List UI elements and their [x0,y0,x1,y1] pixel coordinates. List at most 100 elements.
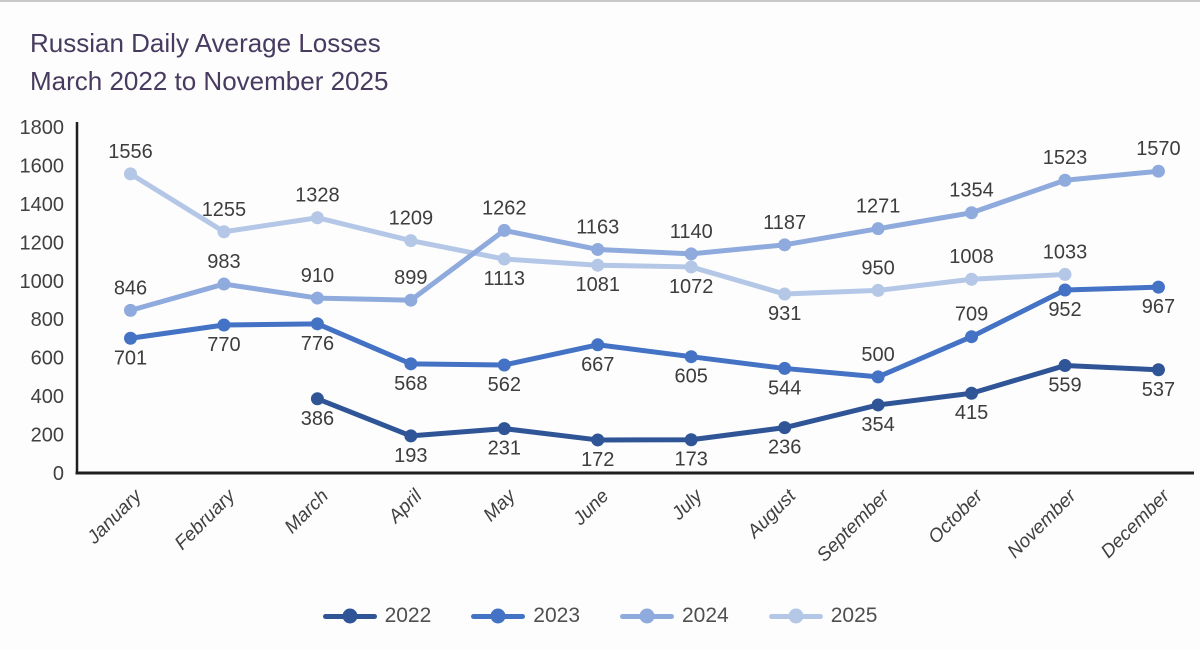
series-point-2023 [778,361,792,375]
series-point-2023 [684,350,698,364]
series-point-2024 [1151,164,1165,178]
data-label-2024: 1354 [949,180,994,202]
data-label-2024: 1523 [1043,147,1088,169]
series-point-2022 [965,386,979,400]
chart-title-line2: March 2022 to November 2025 [30,66,389,96]
legend-item-2024: 2024 [620,604,729,628]
series-point-2024 [684,247,698,261]
series-point-2025 [1058,267,1072,281]
data-label-2025: 1255 [202,199,247,221]
y-axis-tick-label: 1800 [20,117,65,139]
y-axis-tick-label: 1600 [20,155,65,177]
series-point-2024 [310,291,324,305]
x-axis-month-label: April [384,485,427,528]
data-label-2025: 1072 [669,276,714,298]
data-label-2024: 1271 [856,196,901,218]
series-point-2023 [310,317,324,331]
data-label-2025: 1008 [949,246,994,268]
series-point-2025 [497,252,511,266]
series-point-2022 [871,398,885,412]
x-axis-month-label: March [281,486,333,538]
series-point-2025 [404,234,418,248]
series-line-2024 [128,168,1161,313]
data-label-2022: 415 [955,402,988,424]
x-axis-month-label: May [480,485,521,526]
legend-label: 2024 [682,604,729,627]
data-label-2024: 1570 [1136,138,1181,160]
x-axis-month-label: August [743,485,801,543]
line-chart: 0 200 400 600 800 1000 1200 1400 1600 1800 January… [20,117,1194,566]
data-label-2024: 1187 [763,212,806,234]
data-label-2025: 1081 [576,274,621,296]
series-point-2025 [124,167,137,181]
data-label-2025: 1556 [108,141,153,163]
y-axis-tick-label: 0 [53,463,64,485]
data-label-2024: 983 [207,251,240,273]
data-label-2023: 952 [1048,299,1081,321]
y-axis-tick-label: 200 [31,425,64,447]
data-label-2023: 967 [1142,296,1175,318]
x-axis-month-label: September [813,485,894,566]
chart-title: Russian Daily Average Losses March 2022 … [30,24,388,100]
x-axis-month-label: February [171,485,241,555]
top-border-line [0,0,1200,2]
data-label-2023: 776 [301,333,334,355]
data-label-2023: 701 [114,347,147,369]
series-point-2025 [965,272,979,286]
data-label-2024: 899 [394,267,427,289]
data-label-2025: 1328 [295,185,340,207]
series-point-2022 [591,433,605,447]
series-point-2025 [871,283,885,297]
data-label-2022: 537 [1142,379,1175,401]
series-line-2023 [128,284,1161,380]
legend-line-marker-icon [620,608,674,624]
series-point-2022 [1151,363,1165,377]
series-point-2025 [310,211,324,225]
series-point-2022 [684,433,698,447]
data-label-2023: 709 [955,304,988,326]
data-label-2022: 559 [1048,375,1081,397]
series-point-2023 [1058,283,1072,297]
data-label-2023: 500 [861,344,894,366]
legend-item-2025: 2025 [768,604,877,628]
data-label-2024: 910 [301,265,334,287]
data-label-2024: 1163 [576,216,619,238]
legend-item-2023: 2023 [471,604,580,628]
x-axis-month-label: October [924,485,987,548]
series-point-2025 [778,287,792,301]
data-label-2024: 1140 [670,221,713,243]
series-point-2023 [404,357,418,371]
x-axis-month-label: December [1097,485,1174,562]
series-point-2024 [404,293,418,307]
data-label-2022: 172 [581,449,614,471]
series-point-2023 [871,370,885,384]
series-point-2023 [217,318,231,332]
series-point-2024 [124,303,137,317]
series-point-2023 [591,338,605,352]
data-label-2025: 1209 [389,208,434,230]
y-axis-tick-label: 800 [31,309,64,331]
series-point-2022 [1058,359,1072,373]
legend-line-marker-icon [471,608,526,624]
legend-label: 2022 [384,604,432,627]
data-label-2022: 386 [301,408,334,430]
data-label-2022: 173 [675,449,708,471]
series-point-2024 [965,206,979,220]
data-label-2025: 1033 [1043,241,1088,263]
data-label-2023: 568 [394,373,427,395]
data-label-2023: 770 [207,334,240,356]
chart-title-line1: Russian Daily Average Losses [30,28,381,58]
chart-legend: 2022 2023 2024 2025 [0,604,1200,628]
y-axis-tick-label: 1000 [20,271,65,293]
x-axis-month-label: June [569,486,614,531]
x-axis-month-label: July [667,485,708,526]
x-axis-month-label: January [83,485,147,549]
y-axis-tick-label: 1200 [20,232,65,254]
data-label-2022: 193 [394,445,427,467]
series-point-2023 [1151,280,1165,294]
series-point-2024 [591,242,605,256]
series-point-2022 [497,422,511,436]
series-point-2024 [778,238,792,252]
x-axis-month-label: November [1004,485,1081,562]
